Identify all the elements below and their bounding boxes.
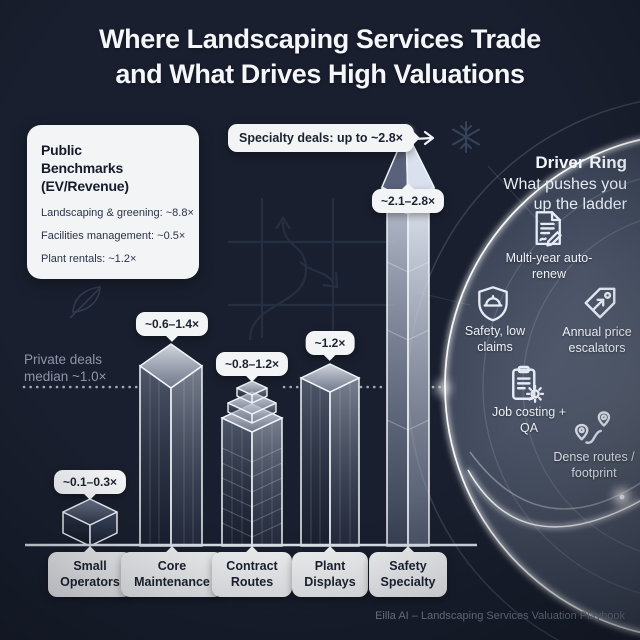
clipboard-gear-icon xyxy=(507,364,547,406)
page-title: Where Landscaping Services Trade and Wha… xyxy=(0,22,640,92)
median-line-label: Private deals median ~1.0× xyxy=(24,352,107,384)
public-benchmarks-card: Public Benchmarks (EV/Revenue) Landscapi… xyxy=(27,125,199,279)
category-label-plant-displays: Plant Displays xyxy=(292,552,368,597)
category-label-small-operators: Small Operators xyxy=(48,552,132,597)
bar-value-label: ~2.1–2.8× xyxy=(371,189,445,213)
ring-item-label: Safety, low claims xyxy=(464,324,526,354)
bar-value-label: ~0.1–0.3× xyxy=(53,470,127,494)
bar-plant-displays xyxy=(299,363,361,547)
category-label-core-maintenance: Core Maintenance xyxy=(121,552,223,597)
footer-credit: Eilla AI – Landscaping Services Valuatio… xyxy=(375,610,625,622)
bar-value-label: ~0.6–1.4× xyxy=(135,312,209,336)
driver-ring-subtitle: What pushes you up the ladder xyxy=(503,176,627,213)
ring-item-label: Job costing + QA xyxy=(491,405,566,435)
benchmark-item: Landscaping & greening: ~8.8× xyxy=(41,206,194,219)
route-grid-decoration xyxy=(228,198,395,341)
shield-helmet-icon xyxy=(475,285,512,323)
ring-item-label: Multi-year auto-renew xyxy=(505,251,593,281)
category-label-safety-specialty: Safety Specialty xyxy=(369,552,447,597)
leaf-icon xyxy=(69,286,101,319)
snowflake-icon xyxy=(452,121,480,153)
contract-signature-icon xyxy=(530,210,568,250)
specialty-callout: Specialty deals: up to ~2.8× xyxy=(228,124,414,152)
bar-value-label: ~0.8–1.2× xyxy=(215,352,289,376)
price-tag-icon xyxy=(581,284,619,322)
benchmarks-card-title: Public Benchmarks (EV/Revenue) xyxy=(41,142,129,195)
map-route-icon xyxy=(571,410,613,448)
ring-item-label: Dense routes / footprint xyxy=(553,450,635,480)
category-label-contract-routes: Contract Routes xyxy=(212,552,292,597)
bar-contract-routes xyxy=(220,380,284,547)
bar-core-maintenance xyxy=(138,343,204,547)
ring-item-label: Annual price escalators xyxy=(562,325,632,355)
driver-ring-heading: Driver Ring What pushes you up the ladde… xyxy=(452,153,627,214)
page-title-line2: and What Drives High Valuations xyxy=(115,59,525,89)
benchmark-item: Facilities management: ~0.5× xyxy=(41,229,186,242)
driver-ring-disc xyxy=(407,101,640,640)
page-title-line1: Where Landscaping Services Trade xyxy=(99,24,541,54)
bar-small-operators xyxy=(62,498,118,547)
driver-ring-title: Driver Ring xyxy=(535,153,627,172)
benchmark-item: Plant rentals: ~1.2× xyxy=(41,252,137,265)
bar-value-label: ~1.2× xyxy=(305,331,355,355)
